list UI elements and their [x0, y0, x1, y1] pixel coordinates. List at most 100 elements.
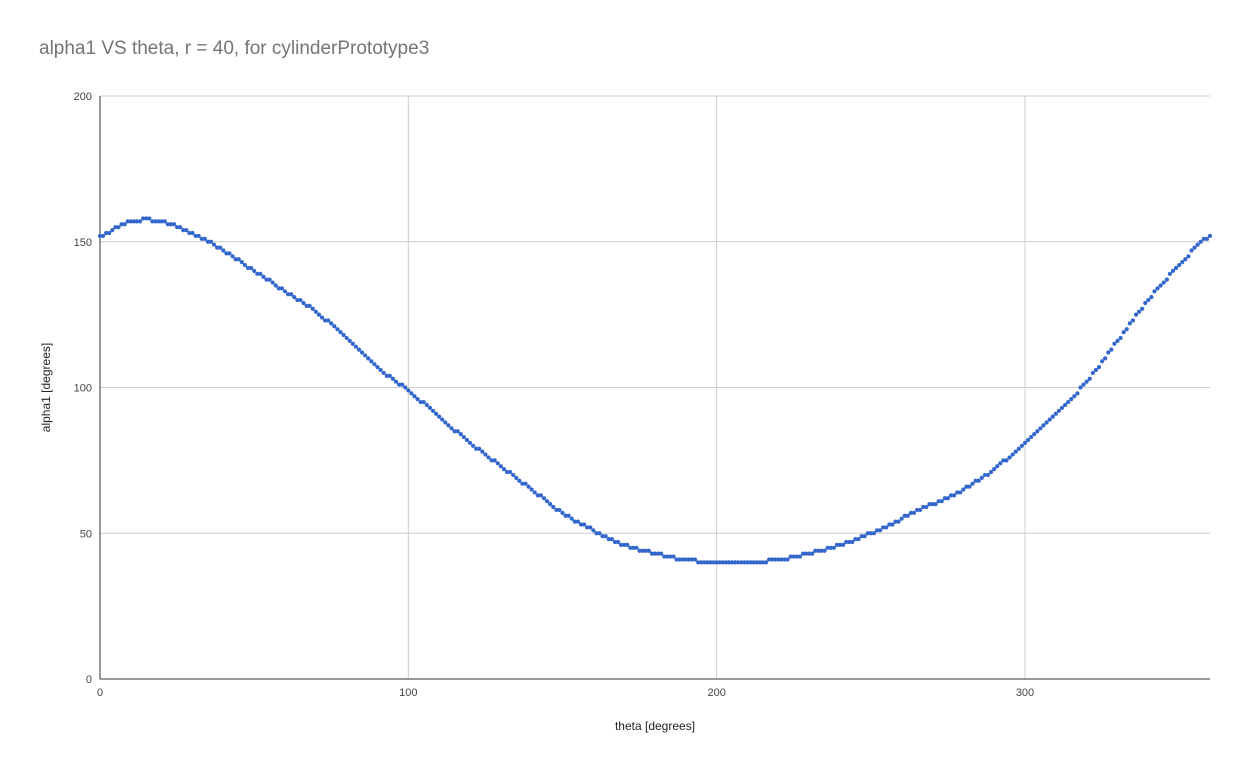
data-point — [289, 292, 294, 297]
data-point — [168, 222, 174, 227]
data-point — [261, 274, 266, 279]
data-point — [924, 504, 929, 510]
data-point — [594, 531, 599, 536]
data-point — [1167, 271, 1173, 276]
data-point — [341, 332, 346, 338]
data-point — [958, 490, 963, 495]
data-point — [631, 545, 636, 550]
data-point — [378, 367, 383, 373]
data-point — [541, 496, 547, 501]
data-point — [239, 260, 244, 265]
data-point — [705, 560, 710, 565]
data-point — [739, 560, 744, 565]
data-point — [970, 481, 975, 486]
data-point — [834, 542, 840, 548]
data-point — [449, 426, 454, 431]
data-point — [329, 321, 334, 326]
data-point — [1099, 359, 1105, 364]
data-point — [1010, 452, 1015, 457]
data-point — [1186, 254, 1191, 259]
data-point — [526, 484, 531, 489]
data-point — [255, 271, 260, 276]
data-point — [1059, 405, 1065, 411]
data-point — [356, 347, 362, 352]
data-point — [856, 536, 861, 542]
data-point — [369, 359, 374, 364]
y-axis-title: alpha1 [degrees] — [39, 343, 53, 432]
data-point — [726, 560, 732, 565]
data-point — [507, 469, 513, 475]
data-point — [622, 542, 627, 548]
data-point — [208, 239, 214, 244]
data-point — [699, 560, 704, 565]
data-point — [757, 560, 762, 565]
data-point — [655, 551, 661, 556]
data-point — [301, 300, 306, 306]
data-point — [529, 487, 534, 492]
data-point — [1195, 242, 1200, 247]
data-point — [390, 376, 396, 381]
data-point — [788, 554, 793, 559]
data-point — [285, 292, 291, 297]
data-point — [421, 399, 426, 405]
data-point — [335, 327, 340, 332]
data-point — [159, 219, 164, 224]
data-point — [1133, 312, 1139, 317]
data-point — [847, 539, 852, 545]
data-point — [659, 551, 664, 556]
data-point — [785, 557, 790, 562]
data-point — [313, 309, 318, 314]
data-point — [600, 534, 605, 539]
data-point — [400, 382, 405, 387]
y-tick-label: 200 — [74, 91, 92, 103]
data-point — [1007, 455, 1012, 460]
data-point — [141, 216, 146, 221]
data-point — [1035, 429, 1040, 434]
data-point — [412, 394, 417, 399]
data-point — [264, 277, 269, 282]
data-point — [948, 493, 954, 498]
data-point — [868, 531, 873, 536]
data-point — [279, 286, 285, 291]
tick-labels: 0 50 100 150 200 0 100 200 300 — [74, 91, 1035, 699]
data-point — [446, 423, 451, 428]
data-point — [662, 554, 667, 559]
data-point — [591, 528, 596, 533]
data-point — [649, 551, 655, 556]
data-point — [612, 539, 618, 545]
data-point — [995, 464, 1000, 469]
data-point — [511, 472, 516, 478]
data-point — [418, 399, 423, 405]
data-point — [406, 388, 411, 393]
data-point — [1025, 437, 1031, 443]
chart-title: alpha1 VS theta, r = 40, for cylinderPro… — [39, 38, 430, 59]
data-point — [187, 230, 192, 236]
data-point — [939, 499, 944, 504]
data-point — [646, 548, 651, 553]
data-point — [779, 557, 784, 562]
data-point — [437, 414, 442, 419]
data-point — [1044, 420, 1049, 425]
data-point — [964, 484, 969, 489]
data-point — [1127, 321, 1132, 326]
data-point — [295, 297, 300, 303]
data-point — [1016, 446, 1021, 451]
y-tick-label: 50 — [80, 528, 92, 540]
data-point — [819, 548, 824, 553]
data-point — [603, 534, 608, 539]
data-point — [1170, 268, 1176, 273]
data-point — [125, 219, 130, 224]
data-point — [196, 233, 201, 239]
data-point — [881, 525, 886, 530]
data-point — [359, 350, 365, 355]
data-point — [859, 534, 864, 539]
data-point — [381, 370, 386, 376]
data-point — [921, 504, 926, 510]
data-point — [532, 490, 537, 495]
data-point — [1112, 341, 1117, 346]
data-point — [850, 539, 855, 545]
data-point — [1183, 257, 1188, 262]
data-point — [686, 557, 692, 562]
data-point — [184, 227, 189, 233]
data-point — [347, 338, 352, 343]
